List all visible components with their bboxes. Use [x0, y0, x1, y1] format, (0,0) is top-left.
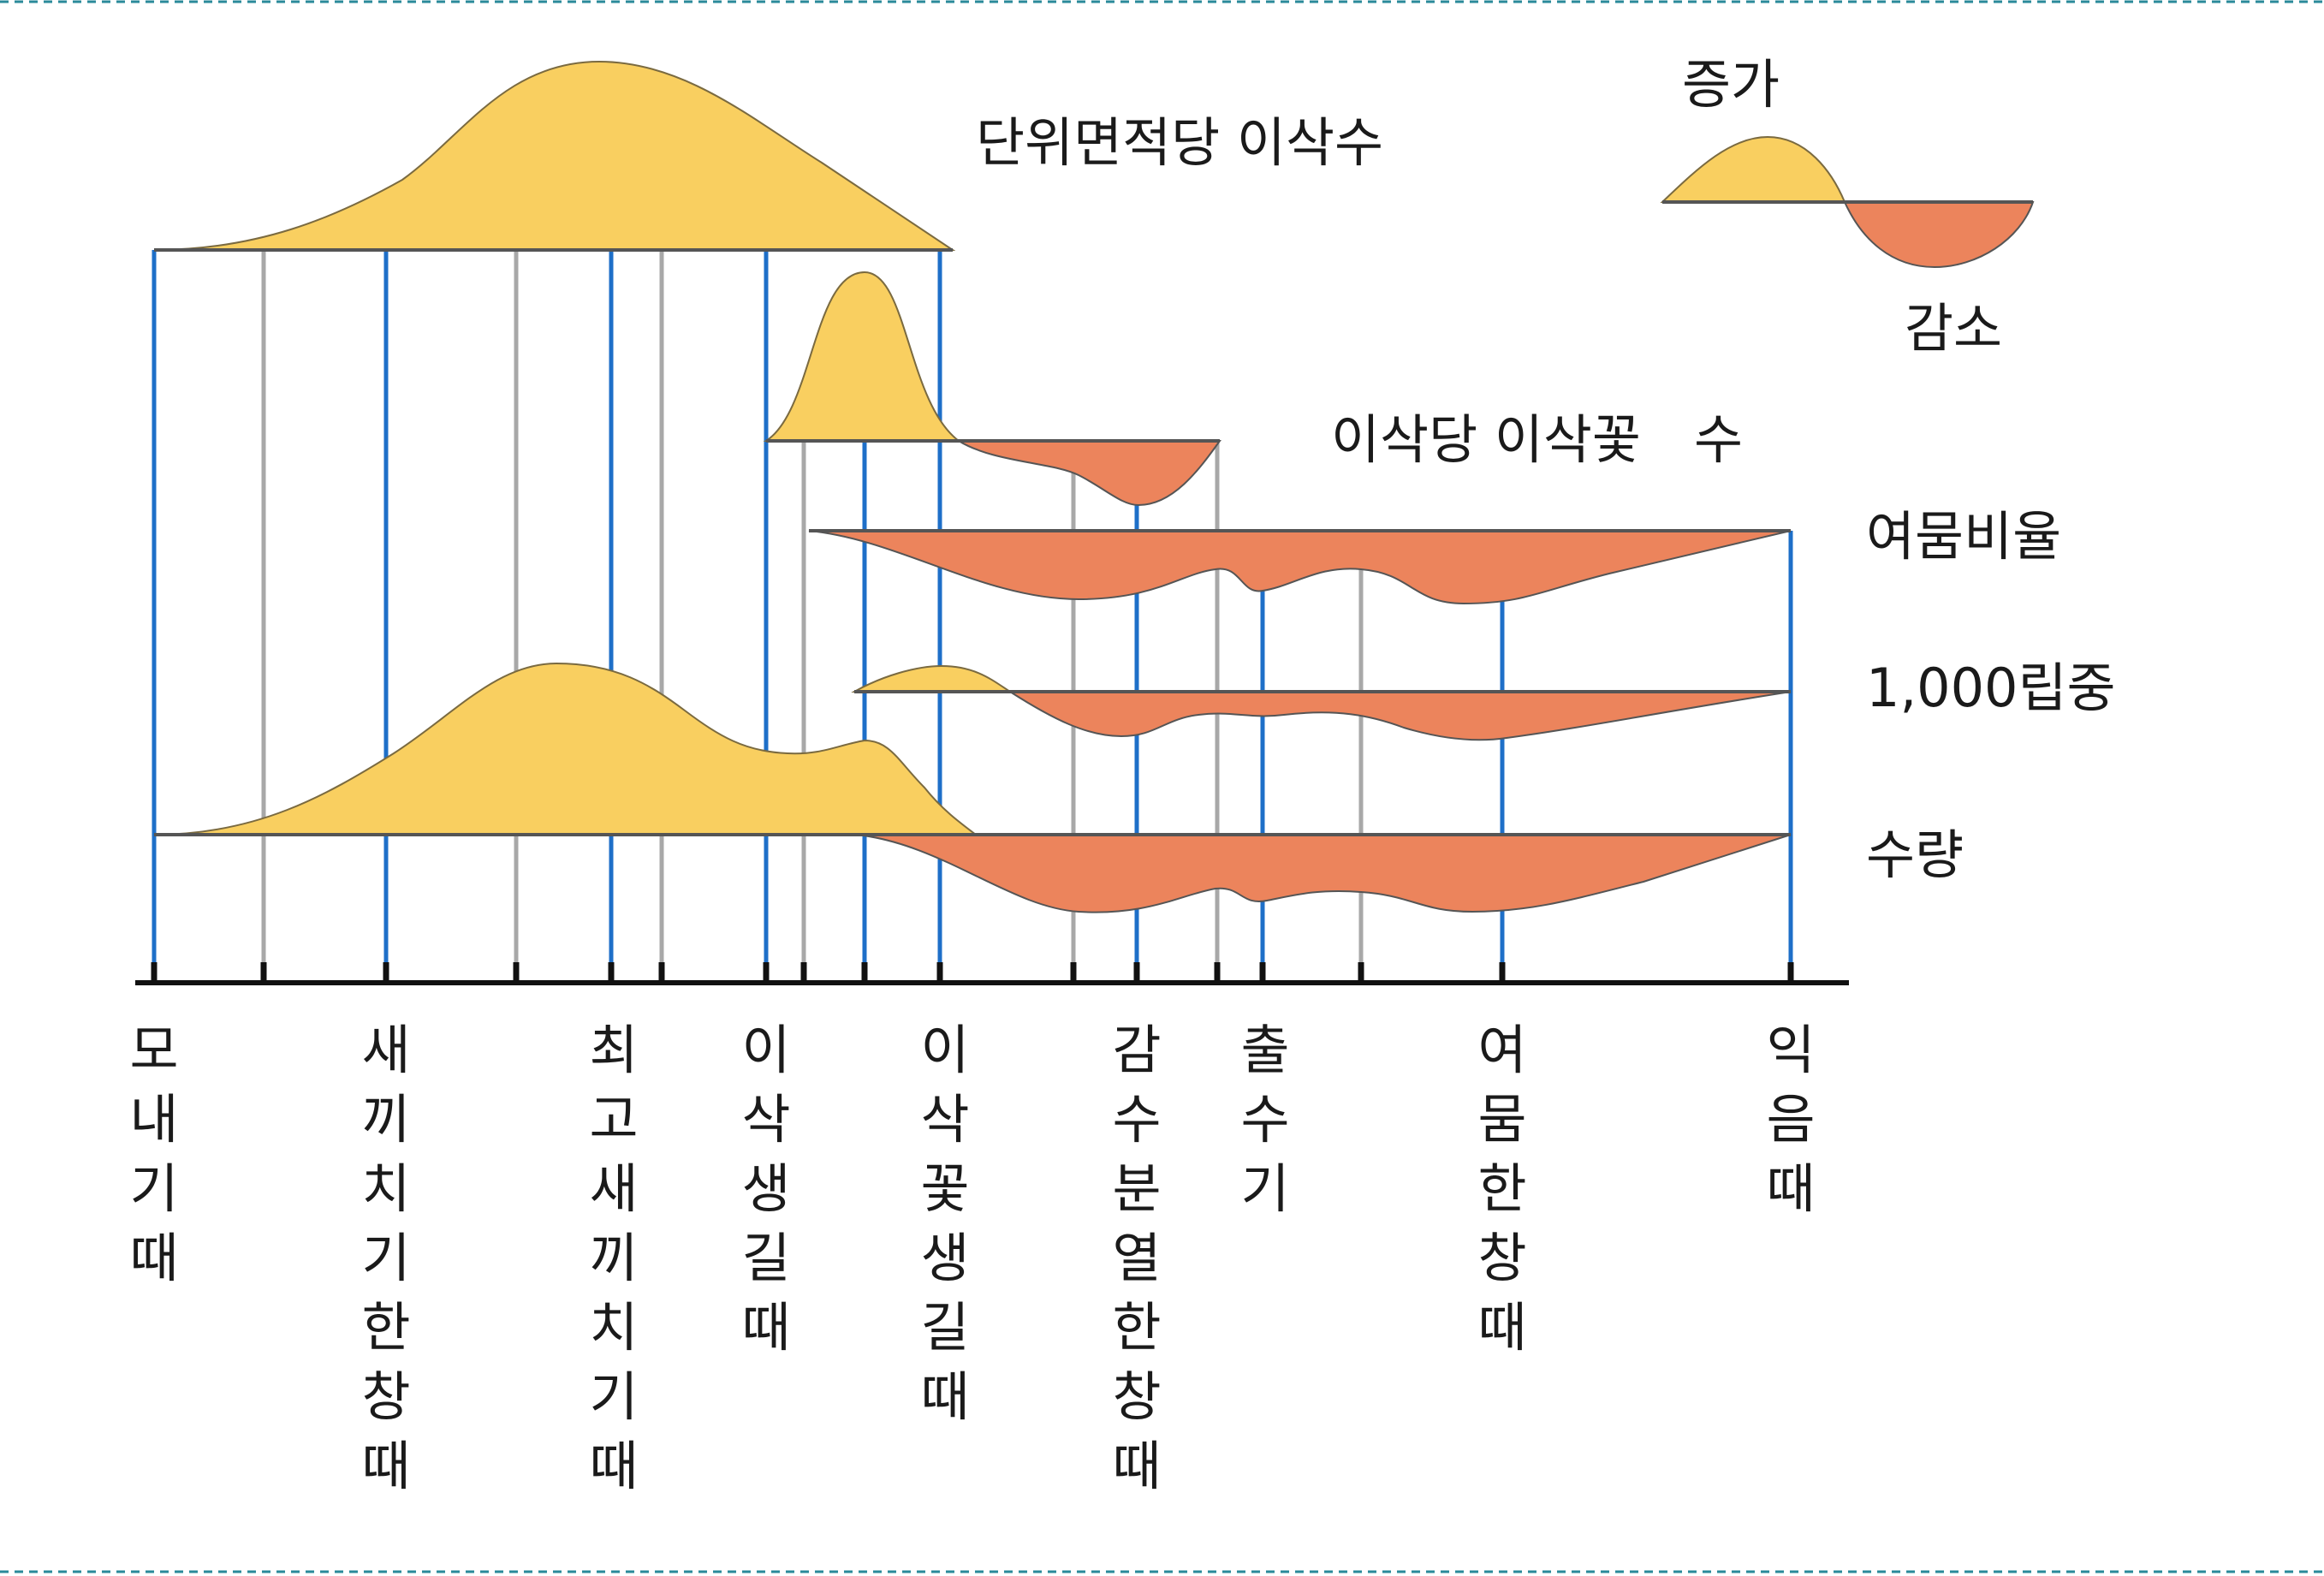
grain-weight-increase-area — [851, 664, 1013, 693]
grain-weight-decrease-area — [1007, 691, 1792, 741]
legend-decrease-shape — [1843, 201, 2035, 269]
row-label-spikelets-per-panicle: 이삭당 이삭꽃 수 — [1331, 408, 1743, 471]
legend: 증가 감소 — [1660, 53, 2035, 360]
row-thousand-grain-weight: 1,000립중 — [851, 657, 2116, 741]
legend-increase-shape — [1660, 135, 1846, 203]
row-label-thousand-grain-weight: 1,000립중 — [1866, 657, 2116, 719]
yield-increase-area — [153, 662, 978, 836]
time-axis — [135, 962, 1849, 985]
row-panicles-per-area: 단위면적당 이삭수 — [153, 60, 1383, 252]
legend-decrease-label: 감소 — [1905, 297, 2002, 360]
row-label-ripening-ratio: 여뭄비율 — [1866, 505, 2061, 568]
spikelets-increase-area — [763, 271, 961, 442]
row-label-yield: 수량 — [1866, 824, 1964, 886]
axis-ticks — [151, 962, 1794, 984]
panicles-increase-area — [153, 60, 956, 251]
row-spikelets-per-panicle: 이삭당 이삭꽃 수 — [763, 271, 1743, 507]
yield-decrease-area — [855, 834, 1792, 913]
ripening-decrease-area — [808, 530, 1792, 605]
row-label-panicles-per-area: 단위면적당 이삭수 — [976, 111, 1383, 174]
row-ripening-ratio: 여뭄비율 — [808, 505, 2061, 605]
legend-increase-label: 증가 — [1682, 53, 1780, 116]
spikelets-decrease-area — [955, 440, 1221, 507]
row-yield: 수량 — [153, 662, 1964, 913]
stage-labels: 모 내 기 때 새 끼 치 기 한 창 때 최 고 새 끼 치 기 때 이 삭 생 길 때 이 삭 꽃 생 길 때 감 수 분 열 한 창 때 출 수 기 여… — [129, 1019, 1815, 1497]
